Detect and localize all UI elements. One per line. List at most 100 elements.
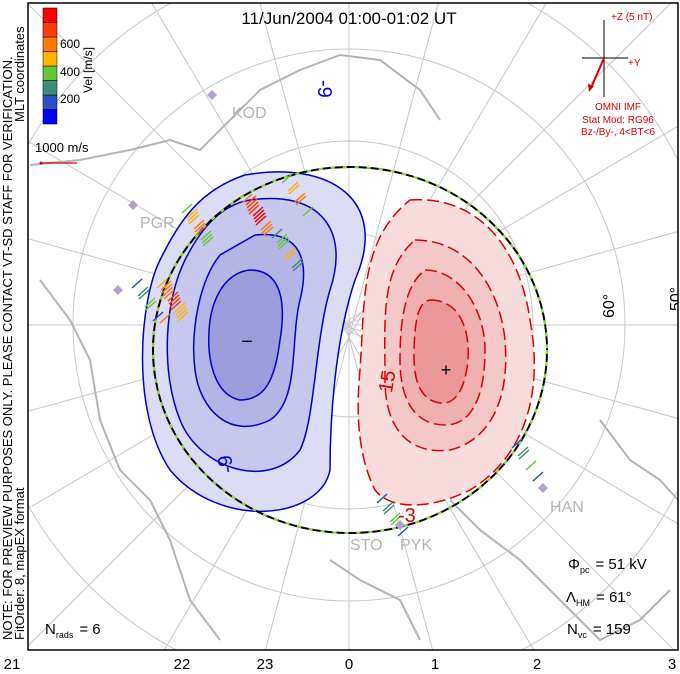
contour-labels: -9 -9 15 -3 (214, 80, 416, 527)
colorbar-segment (42, 7, 58, 23)
velocity-vector (138, 289, 150, 300)
stat-nvc: Nvc = 159 (567, 621, 631, 640)
imf-z-label: +Z (5 nT) (611, 12, 652, 23)
velocity-vector (245, 195, 257, 206)
colorbar-segment (42, 65, 58, 81)
lat-label-60: 60° (601, 294, 618, 318)
velocity-vector (288, 184, 300, 195)
velocity-vectors (131, 173, 544, 537)
velocity-vector (287, 181, 299, 192)
velocity-vector (168, 294, 180, 305)
velocity-vector (292, 261, 304, 272)
velocity-vector (174, 302, 186, 313)
mlt-label: 22 (174, 656, 191, 673)
velocity-vector (390, 515, 402, 526)
plot-title: 11/Jun/2004 01:00-01:02 UT (241, 9, 456, 28)
velocity-vector (389, 512, 401, 523)
velocity-vector (376, 493, 388, 504)
velocity-vector (260, 220, 272, 231)
velocity-vector (246, 198, 258, 209)
colorbar-tick: 400 (60, 65, 80, 79)
velocity-vector (193, 219, 205, 230)
velocity-vector (195, 225, 207, 236)
velocity-vector (159, 313, 171, 324)
velocity-vector (382, 501, 394, 512)
colorbar-segment (42, 22, 58, 38)
velocity-vector (163, 289, 175, 300)
colorbar-segment (42, 51, 58, 67)
stats: Φpc = 51 kV ΛHM = 61° Nvc = 159 Nrads = 6 (45, 556, 647, 640)
stat-nrads: Nrads = 6 (45, 621, 101, 640)
velocity-vector (291, 258, 303, 269)
velocity-vector (281, 173, 293, 184)
velocity-vector (177, 311, 189, 322)
colorbar-tick: 600 (60, 37, 80, 51)
velocity-vector (160, 280, 172, 291)
velocity-vector (200, 230, 212, 241)
velocity-vector (241, 193, 253, 204)
velocity-vector (271, 228, 283, 239)
colorbar-segment (42, 36, 58, 52)
velocity-vector (131, 278, 143, 289)
velocity-vector (145, 300, 157, 311)
station-label: PGR (140, 215, 175, 232)
velocity-vector (167, 291, 179, 302)
potential-min-marker: − (241, 331, 253, 353)
velocity-vector (277, 236, 289, 247)
velocity-vector (152, 311, 164, 322)
preview-note: NOTE: FOR PREVIEW PURPOSES ONLY. PLEASE … (0, 56, 15, 640)
contour-label: 15 (375, 369, 401, 395)
velocity-vector (517, 446, 529, 457)
mlt-label: 2 (533, 656, 541, 673)
lat-label-50: 50° (668, 287, 680, 311)
mlt-axis: 21 22 23 0 1 2 3 (4, 656, 677, 673)
plot-frame (27, 2, 679, 651)
colorbar-label: Vel [m/s] (81, 47, 95, 93)
velocity-vector (261, 223, 273, 234)
velocity-vector (181, 203, 193, 214)
velocity-vector (518, 449, 530, 460)
scale-vector-label: 1000 m/s (35, 140, 89, 155)
velocity-vector (255, 215, 267, 226)
fit-order-note: FitOrder: 8, mapEX format (12, 487, 27, 640)
stat-phi: Φpc = 51 kV (568, 556, 647, 575)
colorbar-tick: 200 (60, 92, 80, 106)
contour-label: -3 (398, 505, 416, 527)
colorbar (42, 7, 58, 125)
velocity-vector (248, 204, 260, 215)
imf-condition: Bz-/By-, 4<BT<6 (581, 127, 655, 138)
velocity-vector (511, 438, 523, 449)
velocity-vector (170, 300, 182, 311)
station-label: PYK (400, 537, 432, 554)
colorbar-segment (42, 80, 58, 96)
velocity-vector (252, 206, 264, 217)
positive-cell: + (357, 199, 536, 506)
velocity-vector (254, 212, 266, 223)
velocity-vector (194, 222, 206, 233)
velocity-vector (262, 226, 274, 237)
velocity-vector (186, 208, 198, 219)
velocity-vector (253, 209, 265, 220)
imf-indicator: +Z (5 nT) +Y OMNI IMF Stat Mod: RG96 Bz-… (581, 12, 655, 138)
station-label: KOD (232, 105, 267, 122)
velocity-vector (176, 308, 188, 319)
imf-y-label: +Y (628, 58, 641, 69)
contour-label: -9 (214, 453, 239, 474)
velocity-vector (302, 206, 314, 217)
velocity-vector (295, 195, 307, 206)
imf-source: OMNI IMF (595, 102, 641, 113)
velocity-vector (187, 211, 199, 222)
colorbar-segment (42, 109, 58, 125)
velocity-vector (161, 283, 173, 294)
imf-model: Stat Mod: RG96 (582, 115, 654, 126)
velocity-vector (175, 305, 187, 316)
colorbar-segment (42, 94, 58, 110)
velocity-vector (276, 233, 288, 244)
mlt-label: 23 (257, 656, 274, 673)
velocity-vector (169, 297, 181, 308)
velocity-vector (285, 250, 297, 261)
mlt-label: 1 (431, 656, 439, 673)
